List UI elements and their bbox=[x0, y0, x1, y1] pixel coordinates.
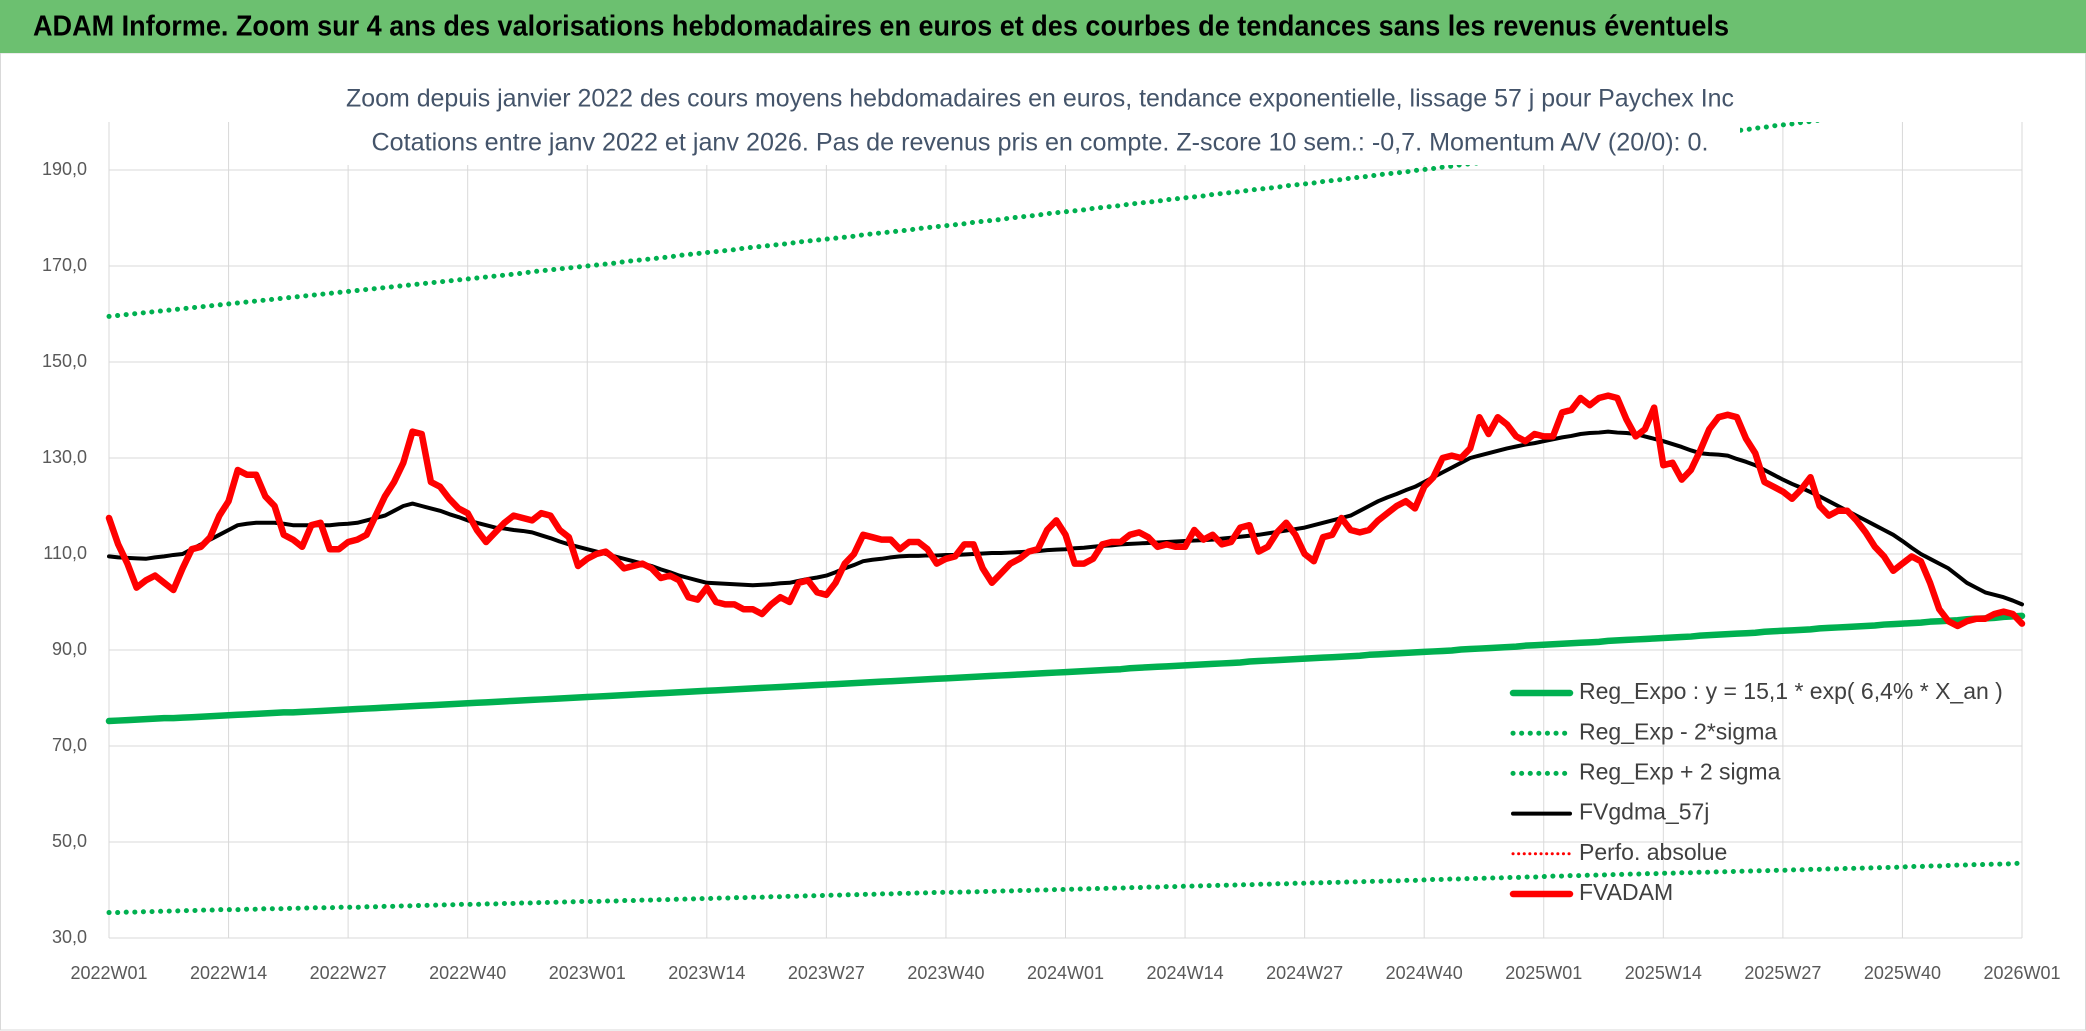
legend: Reg_Expo : y = 15,1 * exp( 6,4% * X_an )… bbox=[1509, 678, 2003, 905]
header-bar bbox=[0, 0, 2086, 53]
legend-label: FVgdma_57j bbox=[1579, 799, 1709, 825]
x-tick-label: 2023W14 bbox=[668, 963, 745, 983]
x-tick-label: 2022W01 bbox=[70, 963, 147, 983]
x-tick-label: 2023W40 bbox=[907, 963, 984, 983]
y-tick-label: 30,0 bbox=[52, 927, 87, 947]
y-tick-label: 110,0 bbox=[43, 543, 87, 563]
x-tick-label: 2024W40 bbox=[1386, 963, 1463, 983]
legend-label: FVADAM bbox=[1579, 879, 1673, 905]
x-tick-label: 2022W40 bbox=[429, 963, 506, 983]
title-background bbox=[340, 80, 1740, 165]
legend-label: Reg_Expo : y = 15,1 * exp( 6,4% * X_an ) bbox=[1579, 678, 2003, 704]
x-tick-label: 2025W40 bbox=[1864, 963, 1941, 983]
series-line bbox=[105, 612, 2026, 725]
y-tick-label: 150,0 bbox=[42, 351, 87, 371]
y-tick-label: 50,0 bbox=[52, 831, 87, 851]
page-title: ADAM Informe. Zoom sur 4 ans des valoris… bbox=[33, 11, 1729, 43]
x-tick-label: 2022W14 bbox=[190, 963, 267, 983]
x-tick-label: 2024W27 bbox=[1266, 963, 1343, 983]
x-tick-label: 2025W27 bbox=[1744, 963, 1821, 983]
legend-label: Reg_Exp + 2 sigma bbox=[1579, 758, 1781, 784]
x-tick-label: 2024W01 bbox=[1027, 963, 1104, 983]
y-tick-label: 70,0 bbox=[52, 735, 87, 755]
x-tick-label: 2025W14 bbox=[1625, 963, 1702, 983]
x-tick-label: 2023W27 bbox=[788, 963, 865, 983]
series-line bbox=[105, 392, 2026, 630]
y-tick-label: 90,0 bbox=[52, 639, 87, 659]
x-tick-label: 2024W14 bbox=[1147, 963, 1224, 983]
series-line bbox=[107, 429, 2024, 607]
legend-label: Perfo. absolue bbox=[1579, 839, 1727, 865]
y-tick-label: 130,0 bbox=[42, 447, 87, 467]
y-tick-label: 190,0 bbox=[42, 159, 87, 179]
plot-area: 30,0 50,0 70,0 90,0 110,0 130,0 150,0 170,0 190,… bbox=[42, 122, 2061, 983]
chart-title: Zoom depuis janvier 2022 des cours moyen… bbox=[346, 85, 1734, 113]
x-tick-label: 2025W01 bbox=[1505, 963, 1582, 983]
x-tick-label: 2023W01 bbox=[549, 963, 626, 983]
x-tick-label: 2026W01 bbox=[1983, 963, 2060, 983]
series-line bbox=[106, 860, 2025, 916]
chart-subtitle: Cotations entre janv 2022 et janv 2026. … bbox=[372, 129, 1709, 157]
legend-label: Reg_Exp - 2*sigma bbox=[1579, 718, 1777, 744]
y-tick-label: 170,0 bbox=[42, 255, 87, 275]
x-tick-label: 2022W27 bbox=[310, 963, 387, 983]
series-line bbox=[106, 122, 1826, 319]
